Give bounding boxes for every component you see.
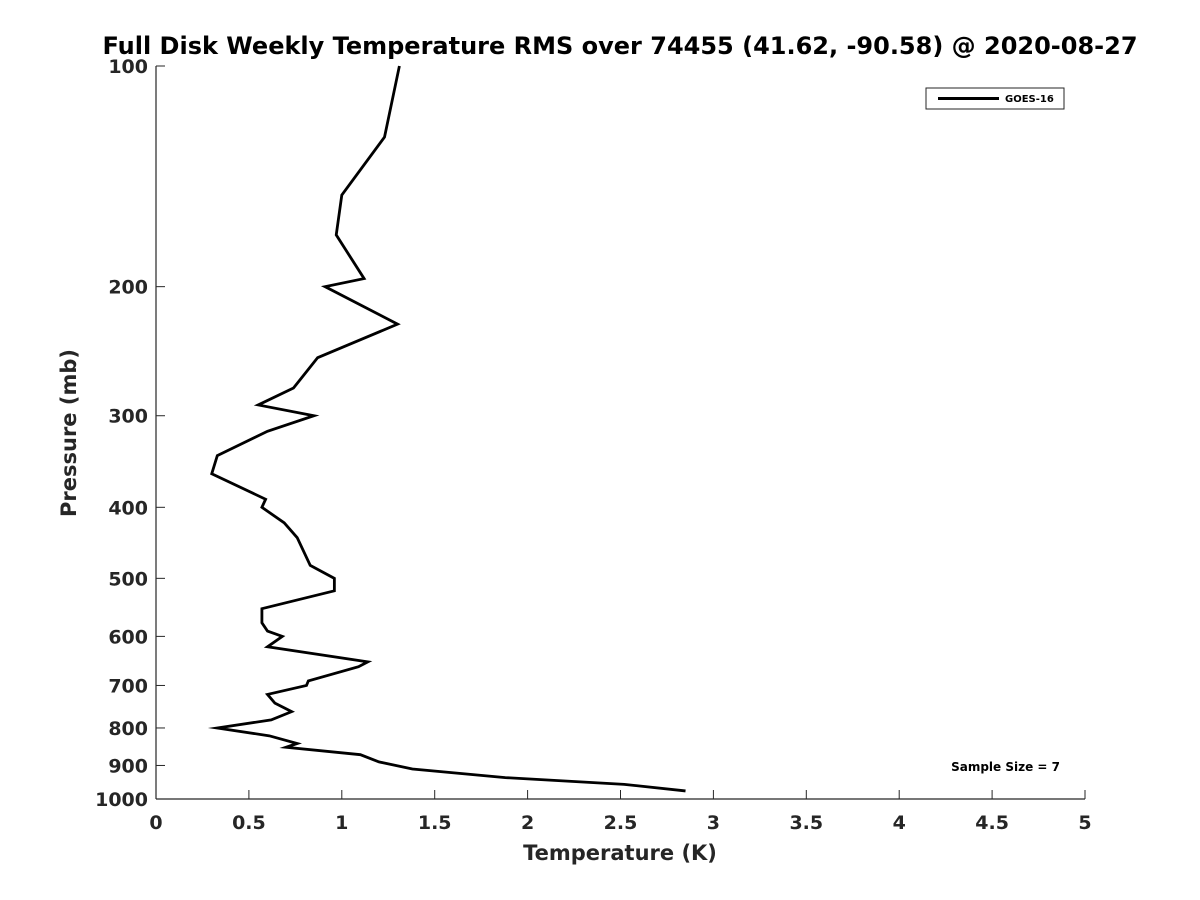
x-tick-label: 2.5: [604, 812, 638, 834]
y-tick-label: 300: [108, 406, 148, 428]
y-tick-label: 600: [108, 626, 148, 648]
x-tick-label: 1: [335, 812, 348, 834]
x-tick-label: 0.5: [232, 812, 266, 834]
x-axis: 0 0.5 1 1.5 2 2.5 3 3.5 4 4.5 5: [149, 790, 1092, 834]
y-tick-label: 400: [108, 497, 148, 519]
x-tick-label: 3.5: [789, 812, 823, 834]
y-axis: 100 200 300 400 500 600 700 800 900 1000: [95, 56, 165, 811]
x-tick-label: 4.5: [975, 812, 1009, 834]
x-axis-label: Temperature (K): [523, 841, 717, 865]
y-tick-label: 200: [108, 277, 148, 299]
sample-size-annotation: Sample Size = 7: [951, 760, 1060, 774]
x-tick-label: 0: [149, 812, 162, 834]
y-tick-label: 800: [108, 718, 148, 740]
x-tick-label: 1.5: [418, 812, 452, 834]
series-group: [207, 65, 686, 793]
x-tick-label: 3: [707, 812, 720, 834]
x-tick-label: 5: [1078, 812, 1091, 834]
y-axis-label: Pressure (mb): [57, 349, 81, 517]
y-tick-label: 100: [108, 56, 148, 78]
legend-label: GOES-16: [1005, 94, 1054, 105]
y-tick-label: 500: [108, 568, 148, 590]
x-tick-label: 2: [521, 812, 534, 834]
y-tick-label: 700: [108, 675, 148, 697]
x-tick-label: 4: [893, 812, 906, 834]
series-line-goes-16: [207, 65, 686, 793]
y-tick-label: 900: [108, 755, 148, 777]
legend: GOES-16: [925, 87, 1065, 110]
y-tick-label: 1000: [95, 789, 148, 811]
chart-title: Full Disk Weekly Temperature RMS over 74…: [102, 32, 1137, 60]
